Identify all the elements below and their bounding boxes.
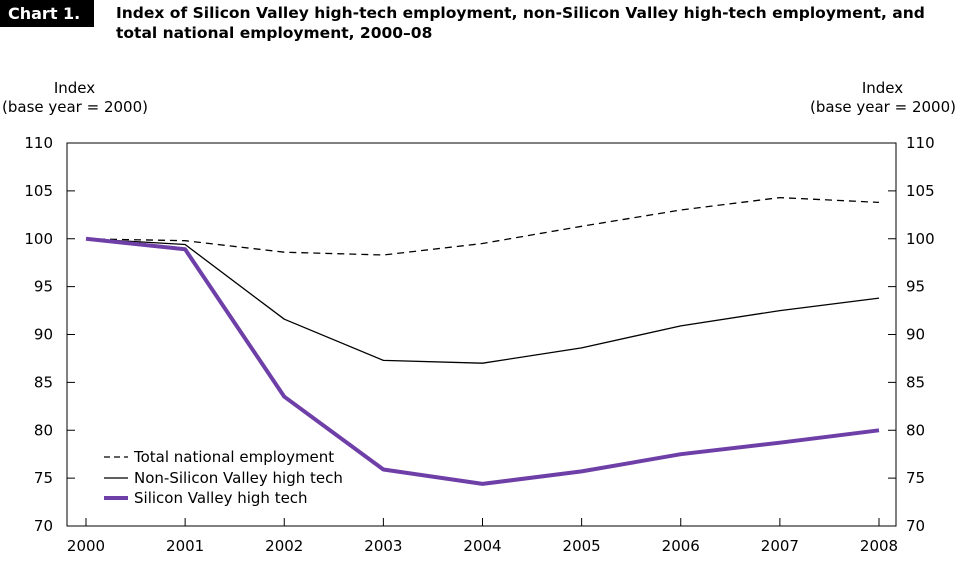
right-tick-label: 85: [906, 373, 925, 391]
left-tick-label: 100: [24, 230, 53, 248]
chart-badge: Chart 1.: [0, 0, 95, 27]
x-tick-label: 2008: [860, 537, 898, 555]
left-axis-label-line2: (base year = 2000): [2, 98, 148, 116]
legend-label-2: Silicon Valley high tech: [134, 489, 308, 507]
right-tick-label: 75: [906, 469, 925, 487]
x-tick-label: 2002: [265, 537, 303, 555]
right-tick-label: 70: [906, 517, 925, 535]
legend-label-0: Total national employment: [133, 448, 334, 466]
right-tick-label: 100: [906, 230, 935, 248]
x-tick-label: 2000: [67, 537, 105, 555]
left-y-axis: 70 75 80 85 90 95 100 105 110: [24, 134, 75, 535]
series-line-2: [85, 236, 880, 486]
left-tick-label: 70: [34, 517, 53, 535]
left-axis-label-line1: Index: [53, 79, 96, 97]
legend-label-1: Non-Silicon Valley high tech: [134, 469, 343, 487]
left-tick-label: 75: [34, 469, 53, 487]
chart-title: Index of Silicon Valley high-tech employ…: [116, 4, 925, 42]
series-lines: [85, 196, 880, 486]
x-axis: 2000 2001 2002 2003 2004 2005 2006 2007 2008: [67, 518, 898, 555]
series-line-1: [85, 238, 880, 364]
right-axis-label-line2: (base year = 2000): [810, 98, 956, 116]
x-tick-label: 2007: [761, 537, 799, 555]
right-tick-label: 90: [906, 326, 925, 344]
legend: Total national employment Non-Silicon Val…: [104, 448, 343, 507]
left-tick-label: 85: [34, 373, 53, 391]
left-tick-label: 105: [24, 182, 53, 200]
left-tick-label: 90: [34, 326, 53, 344]
right-axis-label: Index (base year = 2000): [810, 79, 956, 117]
x-tick-label: 2001: [166, 537, 204, 555]
left-tick-label: 95: [34, 278, 53, 296]
right-tick-label: 105: [906, 182, 935, 200]
right-tick-label: 110: [906, 134, 935, 152]
x-tick-label: 2006: [662, 537, 700, 555]
x-tick-label: 2003: [364, 537, 402, 555]
right-y-axis: 70 75 80 85 90 95 100 105 110: [888, 134, 935, 535]
right-tick-label: 95: [906, 278, 925, 296]
x-tick-label: 2004: [463, 537, 501, 555]
left-axis-label: Index (base year = 2000): [2, 79, 148, 117]
right-tick-label: 80: [906, 421, 925, 439]
right-axis-label-line1: Index: [861, 79, 904, 97]
series-line-0: [85, 196, 880, 256]
x-tick-label: 2005: [563, 537, 601, 555]
left-tick-label: 110: [24, 134, 53, 152]
left-tick-label: 80: [34, 421, 53, 439]
